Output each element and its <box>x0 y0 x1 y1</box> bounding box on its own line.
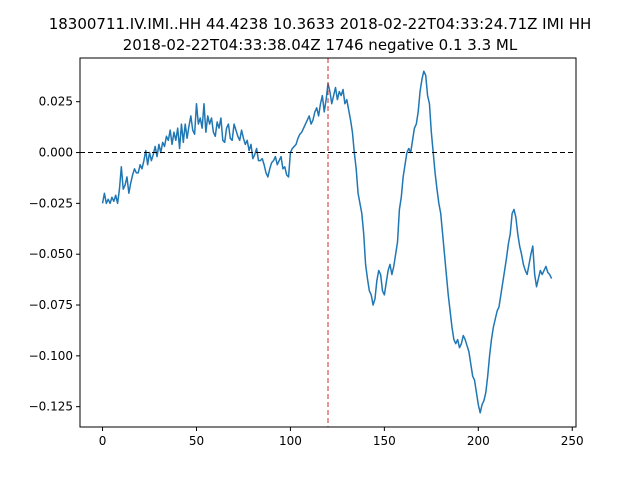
plot-layer <box>80 58 576 427</box>
y-tick-label: −0.025 <box>29 196 73 210</box>
y-tick-label: −0.125 <box>29 400 73 414</box>
y-axis: −0.125 −0.100 −0.075 −0.050 −0.025 0.000 0.025 <box>29 95 80 414</box>
y-tick-label: −0.050 <box>29 247 73 261</box>
y-tick-label: 0.000 <box>39 146 73 160</box>
x-axis: 0 50 100 150 200 250 <box>99 427 584 448</box>
series-line-0 <box>101 70 553 414</box>
chart-title-line-2: 2018-02-22T04:33:38.04Z 1746 negative 0.… <box>122 36 518 54</box>
y-tick-label: 0.025 <box>39 95 73 109</box>
x-tick-label: 0 <box>99 434 107 448</box>
y-tick-label: −0.100 <box>29 349 73 363</box>
x-tick-label: 200 <box>467 434 490 448</box>
x-tick-label: 250 <box>561 434 584 448</box>
chart-title-line-1: 18300711.IV.IMI..HH 44.4238 10.3633 2018… <box>48 15 592 33</box>
x-tick-label: 50 <box>189 434 204 448</box>
axes-frame <box>79 57 577 428</box>
x-tick-label: 150 <box>373 434 396 448</box>
x-tick-label: 100 <box>279 434 302 448</box>
y-tick-label: −0.075 <box>29 298 73 312</box>
